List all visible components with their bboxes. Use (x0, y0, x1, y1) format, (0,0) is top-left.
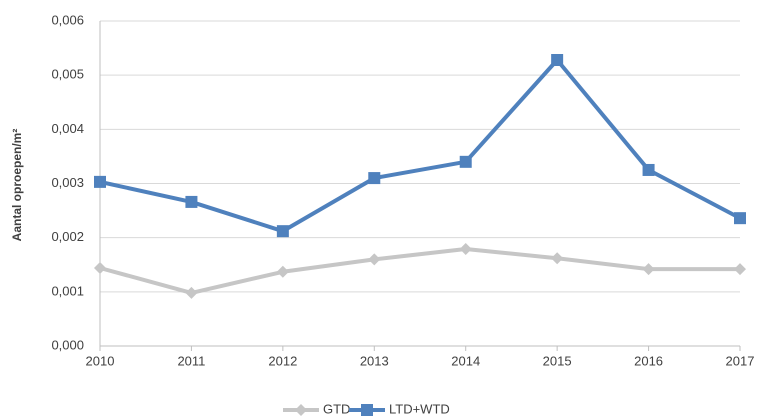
x-tick-label: 2012 (268, 353, 297, 368)
data-point (734, 263, 746, 276)
y-tick-label: 0,003 (51, 175, 84, 190)
y-axis-title: Aantal oproepen/m² (10, 129, 24, 242)
data-point (185, 286, 198, 299)
y-tick-label: 0,001 (51, 283, 84, 298)
legend-label: LTD+WTD (389, 401, 450, 416)
legend-marker (295, 404, 307, 416)
data-point (94, 262, 106, 274)
legend-label: GTD (323, 401, 350, 416)
data-point (642, 163, 655, 176)
x-tick-label: 2016 (634, 353, 663, 368)
series-line (99, 247, 740, 295)
y-tick-label: 0,004 (51, 121, 84, 136)
series-line (99, 58, 741, 234)
y-tick-label: 0,005 (51, 67, 84, 82)
x-tick-label: 2014 (451, 353, 480, 368)
data-point (551, 252, 564, 265)
data-point (459, 243, 472, 256)
data-point (276, 225, 289, 238)
legend-marker (361, 404, 373, 416)
data-point (276, 265, 289, 278)
y-tick-label: 0,002 (51, 229, 84, 244)
data-point (734, 212, 746, 225)
x-tick-label: 2015 (543, 353, 572, 368)
data-point (551, 54, 564, 66)
x-tick-label: 2010 (86, 353, 115, 368)
data-point (368, 172, 381, 185)
y-tick-label: 0,006 (51, 12, 84, 27)
x-tick-label: 2011 (177, 353, 205, 368)
x-tick-label: 2017 (726, 353, 755, 368)
data-point (459, 155, 472, 168)
y-tick-label: 0,000 (51, 337, 84, 352)
data-point (185, 195, 198, 208)
data-point (94, 175, 106, 188)
data-point (642, 263, 655, 276)
x-tick-label: 2013 (360, 353, 389, 368)
data-point (368, 253, 381, 266)
